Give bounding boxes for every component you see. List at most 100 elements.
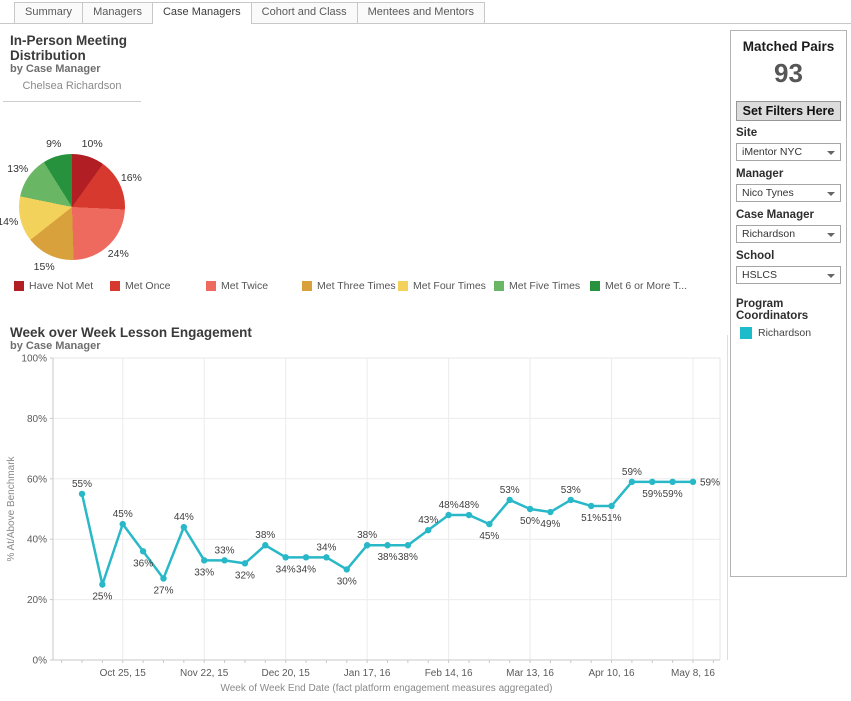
legend-item[interactable]: Met Twice <box>206 280 268 292</box>
pie-slice-label: 9% <box>46 137 62 150</box>
legend-label: Met Once <box>125 280 171 292</box>
svg-text:48%: 48% <box>439 500 459 511</box>
legend-swatch-icon <box>494 281 504 291</box>
svg-text:100%: 100% <box>21 354 47 365</box>
legend-swatch-icon <box>302 281 312 291</box>
legend-label: Have Not Met <box>29 280 94 292</box>
select-value: HSLCS <box>742 269 778 281</box>
pie-slice-label: 16% <box>120 172 142 185</box>
filter-group: Site iMentor NYC <box>736 127 841 161</box>
pie-slice-label: 14% <box>0 216 19 229</box>
svg-text:33%: 33% <box>194 567 214 578</box>
svg-text:45%: 45% <box>479 531 499 542</box>
main-area: In-Person Meeting Distribution by Case M… <box>0 24 728 701</box>
svg-text:45%: 45% <box>113 509 133 520</box>
tab-summary[interactable]: Summary <box>14 2 84 23</box>
set-filters-button[interactable]: Set Filters Here <box>736 101 841 121</box>
select-value: Richardson <box>742 228 796 240</box>
svg-text:33%: 33% <box>215 545 235 556</box>
svg-text:43%: 43% <box>418 515 438 526</box>
legend-label: Met Three Times <box>317 280 396 292</box>
svg-text:34%: 34% <box>296 564 316 575</box>
svg-text:55%: 55% <box>72 479 92 490</box>
svg-text:38%: 38% <box>398 552 418 563</box>
pie-chart[interactable] <box>19 154 125 260</box>
svg-text:0%: 0% <box>33 656 48 667</box>
svg-text:34%: 34% <box>316 542 336 553</box>
filter-label: Site <box>736 127 758 139</box>
school-select[interactable]: HSLCS <box>736 266 841 284</box>
program-coordinators-label: Program Coordinators <box>736 298 809 322</box>
svg-text:50%: 50% <box>520 516 540 527</box>
legend-label: Met Four Times <box>413 280 486 292</box>
legend-item[interactable]: Met Five Times <box>494 280 580 292</box>
pie-chart-area: 10% 16% 24% 15% 14% 13% 9% <box>0 132 170 302</box>
pie-slice-label: 13% <box>7 163 29 176</box>
legend-item[interactable]: Have Not Met <box>14 280 93 292</box>
svg-text:51%: 51% <box>581 513 601 524</box>
svg-text:59%: 59% <box>622 467 642 478</box>
legend-item[interactable]: Met 6 or More T... <box>590 280 687 292</box>
filter-group: Manager Nico Tynes <box>736 168 841 202</box>
svg-text:59%: 59% <box>642 489 662 500</box>
tab-bar: Summary Managers Case Managers Cohort and C… <box>0 2 851 24</box>
svg-text:Feb 14, 16: Feb 14, 16 <box>425 668 473 679</box>
svg-text:38%: 38% <box>377 552 397 563</box>
chevron-down-icon <box>827 192 835 196</box>
svg-text:Week of Week End Date (fact pl: Week of Week End Date (fact platform eng… <box>220 683 552 694</box>
filter-label: School <box>736 250 775 262</box>
svg-text:32%: 32% <box>235 570 255 581</box>
line-panel-header: Week over Week Lesson Engagement by Case… <box>10 325 410 353</box>
line-panel-title: Week over Week Lesson Engagement <box>10 325 252 340</box>
tab-managers[interactable]: Managers <box>82 2 153 23</box>
select-value: Nico Tynes <box>742 187 794 199</box>
svg-text:Apr 10, 16: Apr 10, 16 <box>588 668 635 679</box>
svg-text:36%: 36% <box>133 558 153 569</box>
svg-text:30%: 30% <box>337 576 357 587</box>
line-panel-subtitle: by Case Manager <box>10 340 101 352</box>
case-manager-select[interactable]: Richardson <box>736 225 841 243</box>
legend-item[interactable]: Met Once <box>110 280 171 292</box>
chevron-down-icon <box>827 151 835 155</box>
tab-case-managers[interactable]: Case Managers <box>151 2 252 24</box>
pane-divider <box>727 335 728 660</box>
svg-text:59%: 59% <box>700 477 720 488</box>
pie-slice-label: 10% <box>81 138 103 151</box>
svg-text:27%: 27% <box>153 585 173 596</box>
legend-item[interactable]: Met Three Times <box>302 280 396 292</box>
svg-text:Mar 13, 16: Mar 13, 16 <box>506 668 554 679</box>
svg-text:48%: 48% <box>459 500 479 511</box>
case-manager-column-header: Chelsea Richardson <box>3 80 141 102</box>
tab-mentees-and-mentors[interactable]: Mentees and Mentors <box>356 2 486 23</box>
pie-panel-header: In-Person Meeting Distribution by Case M… <box>10 33 180 76</box>
site-select[interactable]: iMentor NYC <box>736 143 841 161</box>
svg-text:53%: 53% <box>561 485 581 496</box>
svg-text:20%: 20% <box>27 595 47 606</box>
legend-swatch-icon <box>590 281 600 291</box>
svg-text:49%: 49% <box>540 519 560 530</box>
legend-swatch-icon <box>14 281 24 291</box>
filter-label: Case Manager <box>736 209 814 221</box>
svg-text:80%: 80% <box>27 414 47 425</box>
legend-swatch-icon <box>110 281 120 291</box>
filter-sidebar: Matched Pairs 93 Set Filters Here Site iM… <box>730 30 847 577</box>
filter-list: Site iMentor NYC Manager Nico Tynes Case Man… <box>736 127 841 284</box>
select-value: iMentor NYC <box>742 146 803 158</box>
svg-text:40%: 40% <box>27 535 47 546</box>
manager-select[interactable]: Nico Tynes <box>736 184 841 202</box>
legend-item[interactable]: Met Four Times <box>398 280 486 292</box>
line-chart[interactable]: 0% 20% 40% 60% 80% 100% Oct 25, 15 Nov 22, 15 De… <box>0 336 728 701</box>
svg-text:25%: 25% <box>92 592 112 603</box>
svg-text:44%: 44% <box>174 512 194 523</box>
svg-text:Oct 25, 15: Oct 25, 15 <box>100 668 147 679</box>
coordinator-swatch-icon <box>740 327 752 339</box>
legend-label: Met 6 or More T... <box>605 280 688 292</box>
tab-cohort-and-class[interactable]: Cohort and Class <box>250 2 358 23</box>
coordinator-item[interactable]: Richardson <box>736 327 841 339</box>
svg-text:Jan 17, 16: Jan 17, 16 <box>344 668 391 679</box>
legend-swatch-icon <box>398 281 408 291</box>
filter-label: Manager <box>736 168 784 180</box>
matched-pairs-value: 93 <box>774 58 803 88</box>
pie-panel-subtitle: by Case Manager <box>10 63 101 75</box>
svg-text:51%: 51% <box>602 513 622 524</box>
